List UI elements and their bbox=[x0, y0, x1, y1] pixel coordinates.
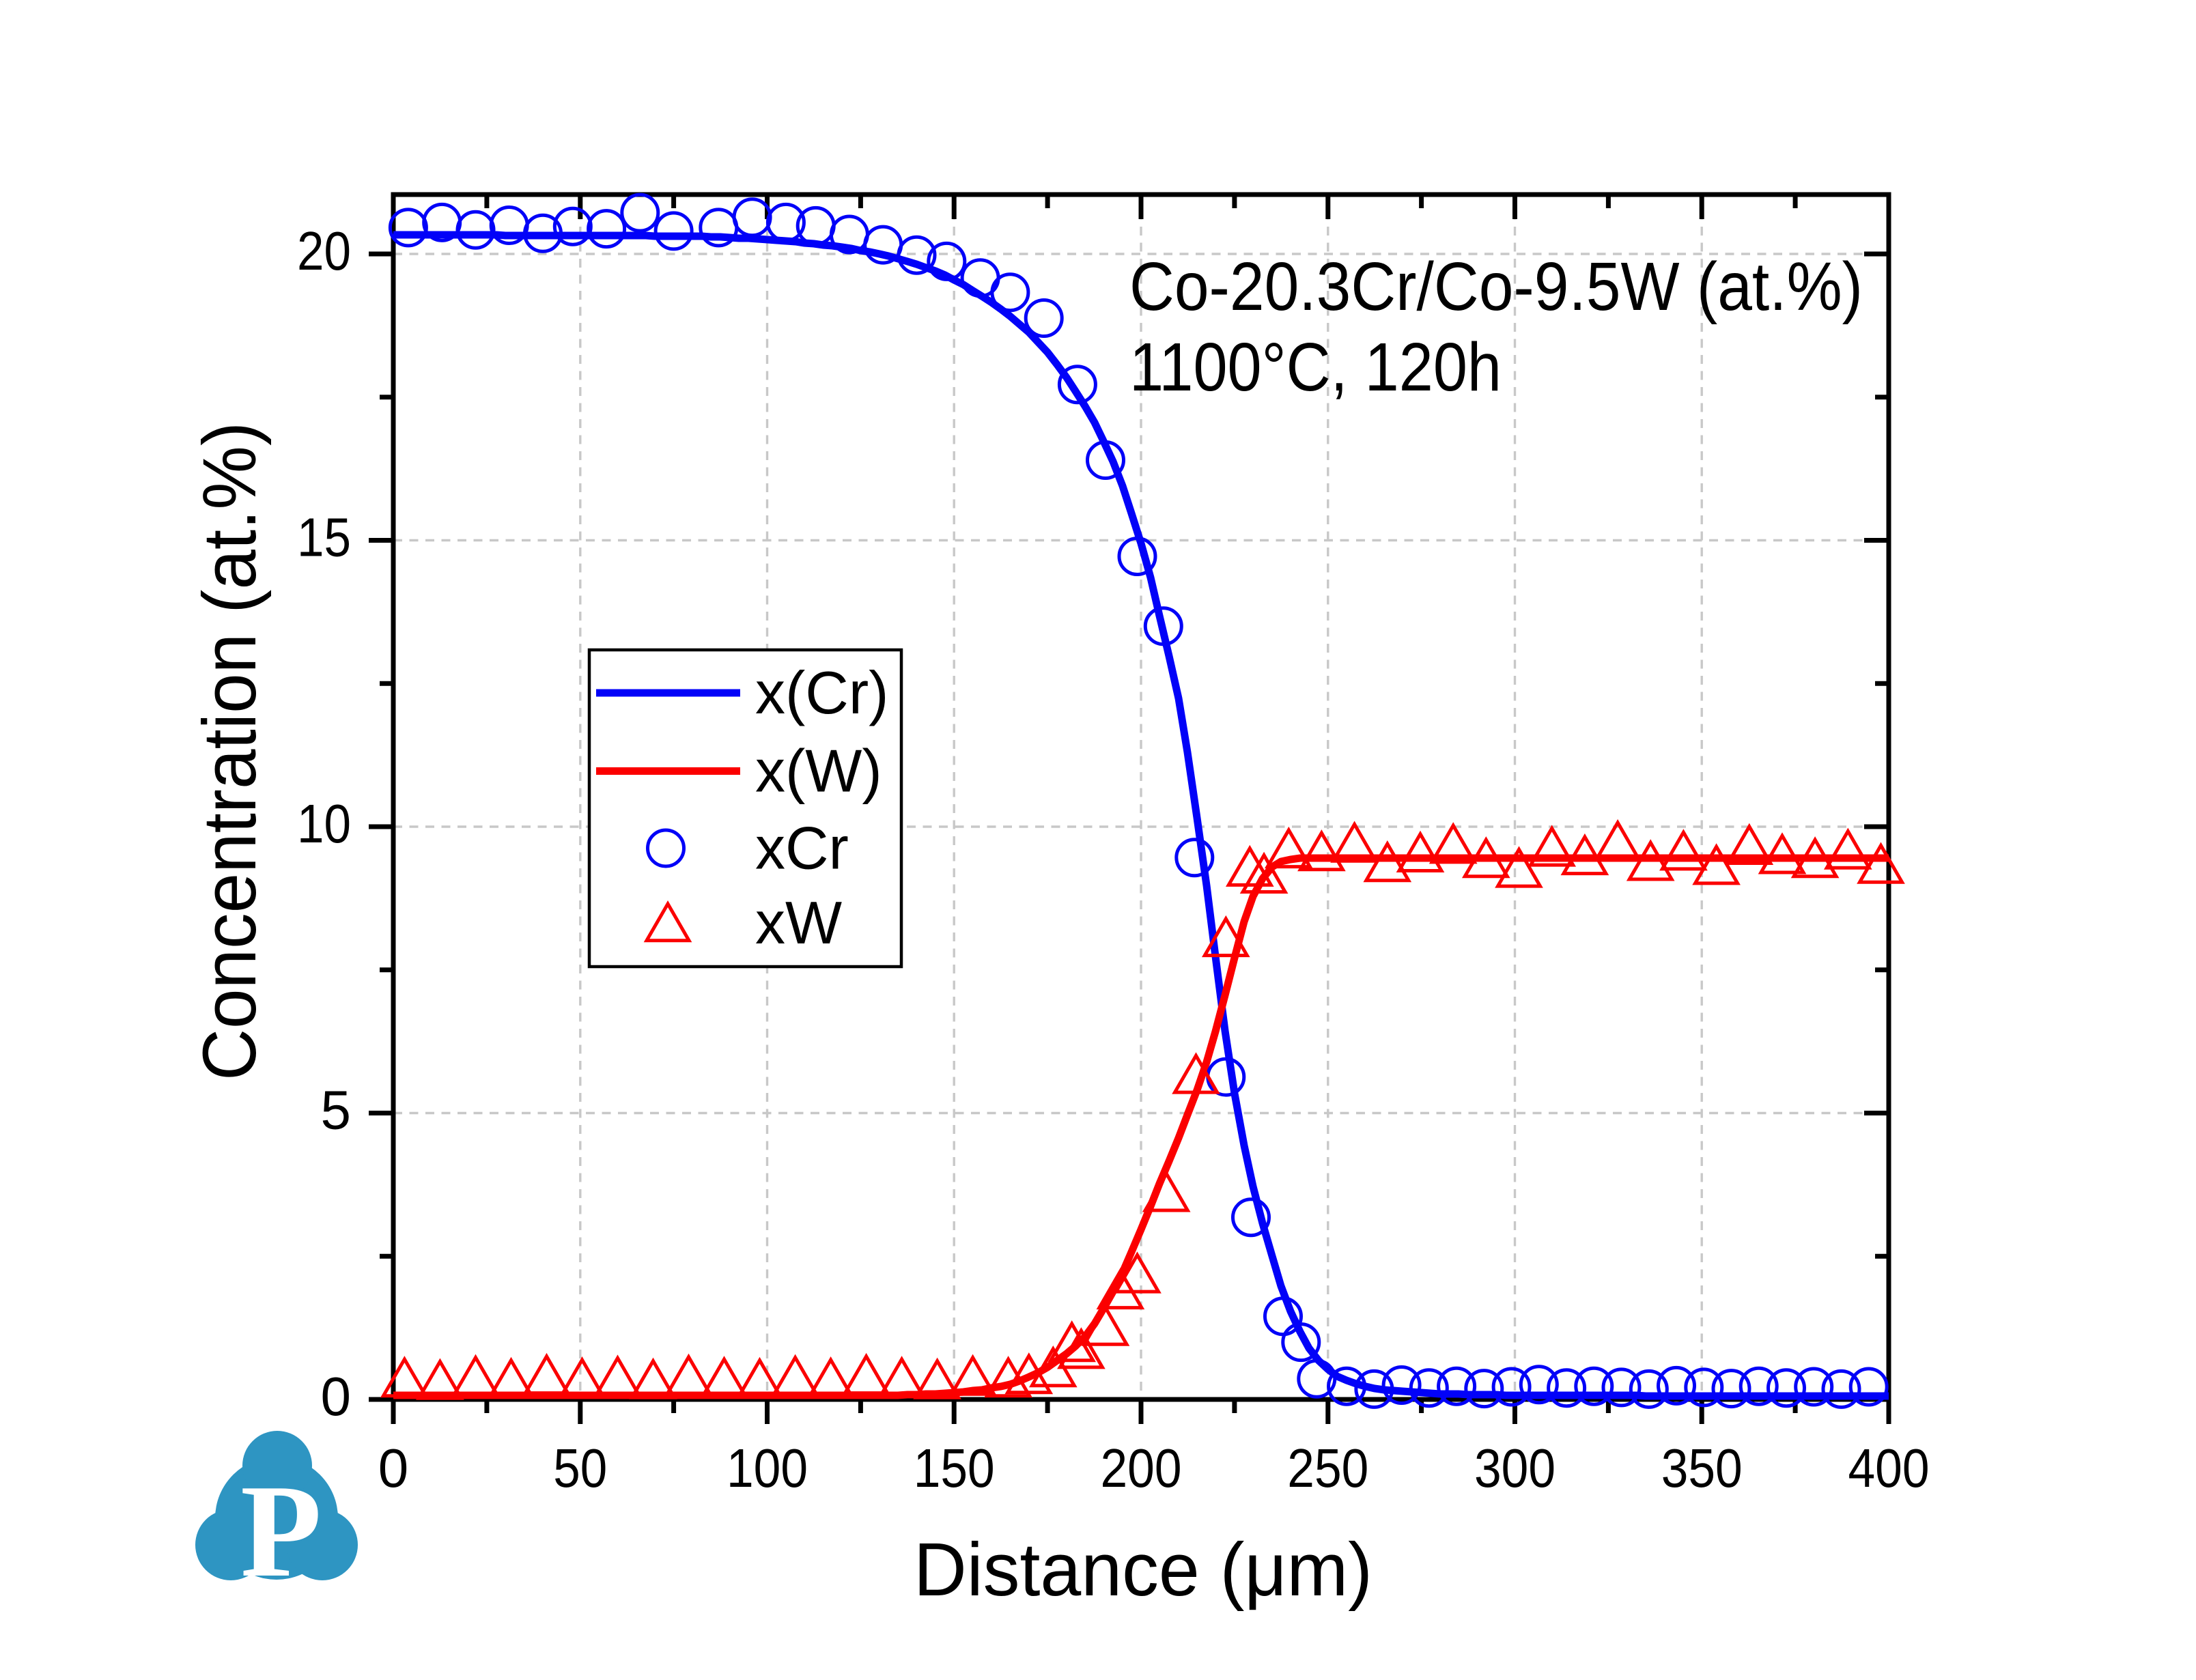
svg-text:0: 0 bbox=[378, 1438, 409, 1498]
svg-text:0: 0 bbox=[321, 1366, 352, 1427]
svg-text:50: 50 bbox=[553, 1438, 607, 1498]
svg-text:15: 15 bbox=[297, 507, 351, 568]
svg-text:250: 250 bbox=[1287, 1438, 1368, 1498]
svg-text:5: 5 bbox=[321, 1080, 352, 1141]
svg-text:xCr: xCr bbox=[755, 814, 849, 882]
svg-text:xW: xW bbox=[755, 889, 842, 956]
svg-text:P: P bbox=[240, 1457, 322, 1605]
svg-text:100: 100 bbox=[727, 1438, 808, 1498]
svg-text:350: 350 bbox=[1661, 1438, 1743, 1498]
svg-text:150: 150 bbox=[914, 1438, 995, 1498]
svg-text:300: 300 bbox=[1474, 1438, 1556, 1498]
svg-text:1100°C, 120h: 1100°C, 120h bbox=[1129, 329, 1502, 405]
svg-text:Distance (μm): Distance (μm) bbox=[914, 1528, 1372, 1612]
svg-text:Co-20.3Cr/Co-9.5W (at.%): Co-20.3Cr/Co-9.5W (at.%) bbox=[1129, 248, 1863, 325]
svg-text:20: 20 bbox=[297, 220, 351, 281]
svg-text:x(W): x(W) bbox=[755, 737, 882, 805]
svg-text:200: 200 bbox=[1101, 1438, 1182, 1498]
svg-text:400: 400 bbox=[1848, 1438, 1930, 1498]
svg-text:10: 10 bbox=[297, 793, 351, 854]
svg-text:Concentration (at.%): Concentration (at.%) bbox=[188, 422, 272, 1081]
svg-text:x(Cr): x(Cr) bbox=[755, 659, 888, 726]
